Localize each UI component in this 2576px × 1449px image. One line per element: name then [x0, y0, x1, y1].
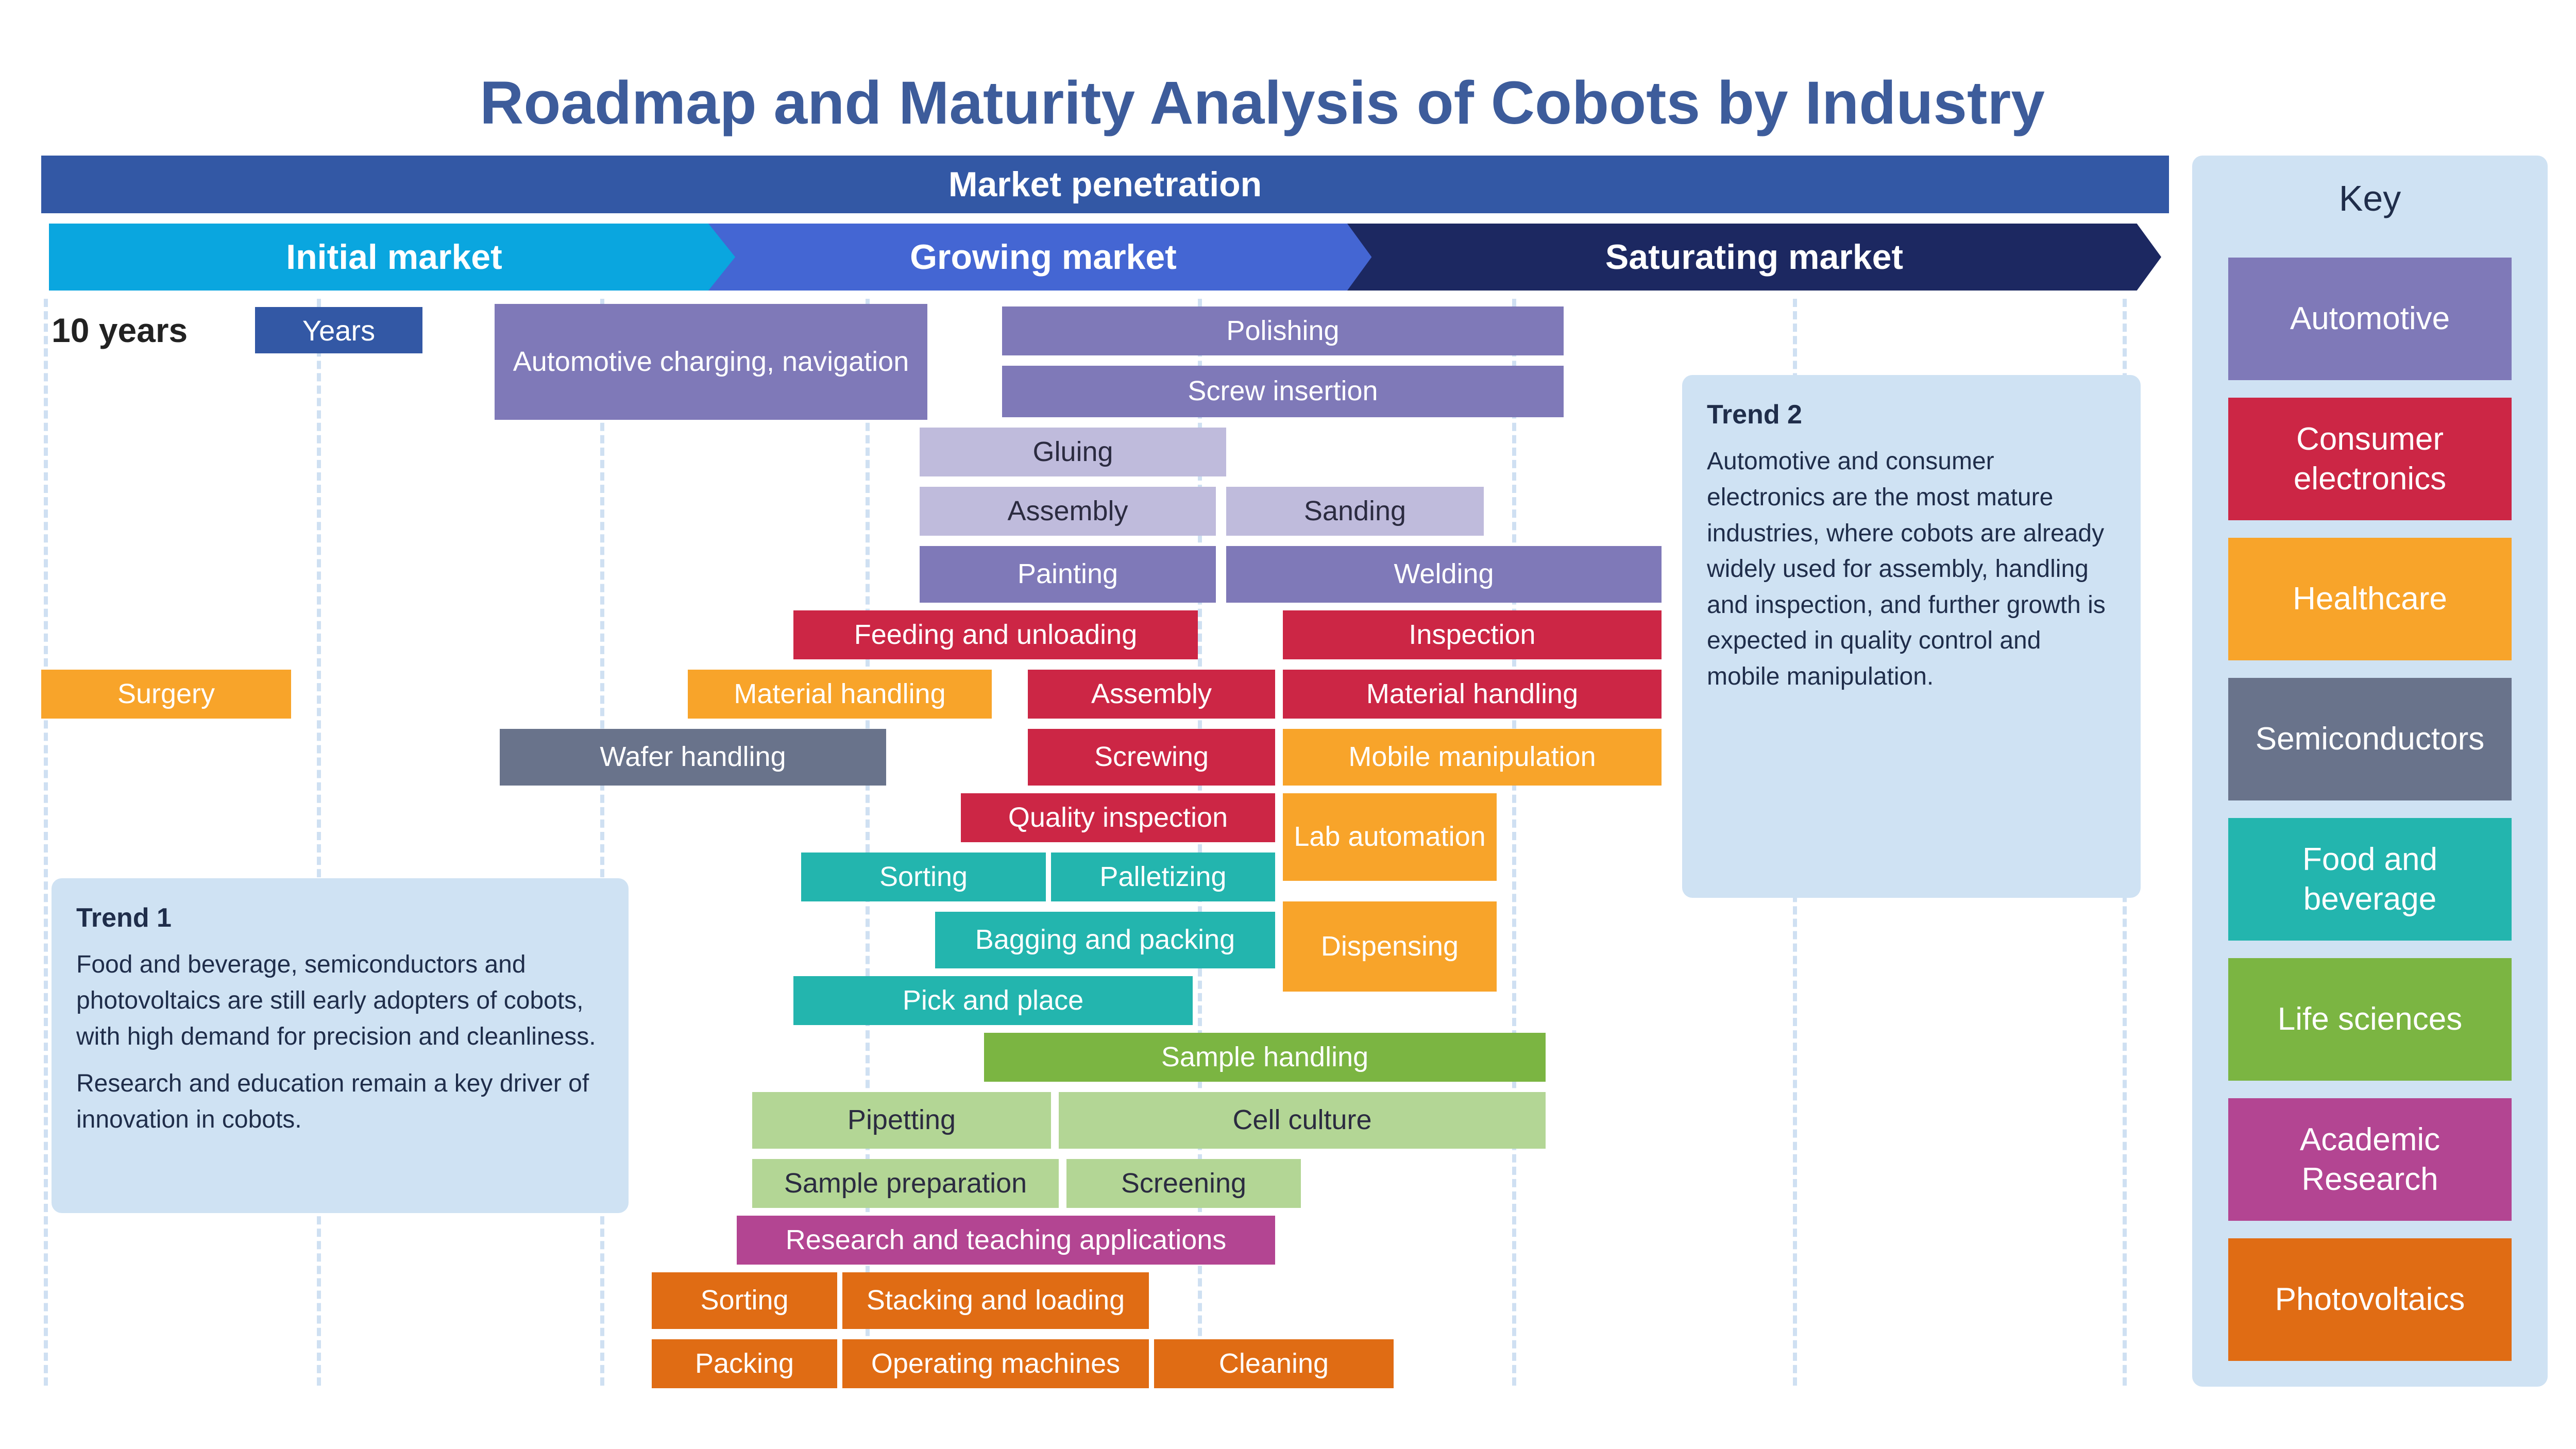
use-case-bar: Operating machines [842, 1339, 1149, 1388]
use-case-bar: Cleaning [1154, 1339, 1394, 1388]
key-title: Key [2338, 178, 2401, 218]
use-case-bar: Cell culture [1059, 1092, 1546, 1149]
use-case-bar: Material handling [688, 670, 992, 719]
note-heading: Trend 1 [76, 903, 172, 933]
use-case-bar: Pipetting [752, 1092, 1051, 1149]
stage-saturating-market: Saturating market [1347, 224, 2161, 291]
use-case-bar: Pick and place [793, 976, 1193, 1025]
use-case-bar: Assembly [1028, 670, 1275, 719]
grid-line [600, 299, 604, 1386]
use-case-bar: Welding [1226, 546, 1662, 603]
grid-line [44, 299, 48, 1386]
stage-initial-market: Initial market [49, 224, 739, 291]
use-case-bar: Stacking and loading [842, 1272, 1149, 1329]
use-case-bar: Sample handling [984, 1033, 1546, 1082]
use-case-bar: Sanding [1226, 487, 1484, 536]
use-case-bar: Automotive charging, navigation [495, 304, 927, 420]
use-case-bar: Sample preparation [752, 1159, 1059, 1208]
stage-growing-market: Growing market [708, 224, 1378, 291]
use-case-bar: Lab automation [1283, 793, 1497, 881]
timeline-tag: Years [255, 307, 422, 353]
note-paragraph: Research and education remain a key driv… [76, 1070, 589, 1133]
grid-line [317, 299, 321, 1386]
use-case-bar: Sorting [652, 1272, 837, 1329]
use-case-bar: Dispensing [1283, 901, 1497, 992]
grid-line [1512, 299, 1516, 1386]
chart-title: Roadmap and Maturity Analysis of Cobots … [480, 69, 2045, 137]
key-item: Consumer electronics [2228, 398, 2512, 520]
use-case-bar: Research and teaching applications [737, 1216, 1275, 1265]
key-item: Healthcare [2228, 538, 2512, 660]
key-item: Semiconductors [2228, 678, 2512, 800]
use-case-bar: Surgery [41, 670, 291, 719]
use-case-bar: Screwing [1028, 729, 1275, 786]
use-case-bar: Packing [652, 1339, 837, 1388]
stage-label: Growing market [910, 237, 1177, 277]
use-case-bar: Screening [1066, 1159, 1301, 1208]
use-case-bar: Wafer handling [500, 729, 886, 786]
use-case-bar: Sorting [801, 853, 1046, 901]
grid-line [1198, 299, 1202, 1386]
stage-label: Initial market [286, 237, 502, 277]
use-case-bar: Bagging and packing [935, 912, 1275, 968]
market-penetration-banner: Market penetration [41, 156, 2169, 213]
use-case-bar: Polishing [1002, 306, 1564, 355]
key-item: Food and beverage [2228, 818, 2512, 941]
key-item: Photovoltaics [2228, 1238, 2512, 1361]
stage-label: Saturating market [1605, 237, 1904, 277]
key-item: Life sciences [2228, 958, 2512, 1081]
note-heading: Trend 2 [1707, 400, 1802, 430]
use-case-bar: Palletizing [1051, 853, 1275, 901]
use-case-bar: Painting [920, 546, 1216, 603]
timeline-label: 10 years [52, 311, 188, 349]
use-case-bar: Quality inspection [961, 793, 1275, 842]
use-case-bar: Mobile manipulation [1283, 729, 1662, 786]
grid-line [866, 299, 870, 1386]
trend-1-note: Trend 1 Food and beverage, semiconductor… [52, 878, 629, 1213]
key-item: Academic Research [2228, 1098, 2512, 1221]
note-paragraph: Food and beverage, semiconductors and ph… [76, 951, 596, 1050]
use-case-bar: Inspection [1283, 610, 1662, 659]
note-paragraph: Automotive and consumer electronics are … [1707, 448, 2106, 690]
use-case-bar: Material handling [1283, 670, 1662, 719]
use-case-bar: Assembly [920, 487, 1216, 536]
key-item: Automotive [2228, 258, 2512, 380]
use-case-bar: Screw insertion [1002, 366, 1564, 417]
use-case-bar: Feeding and unloading [793, 610, 1198, 659]
trend-2-note: Trend 2 Automotive and consumer electron… [1682, 375, 2141, 898]
use-case-bar: Gluing [920, 428, 1226, 476]
